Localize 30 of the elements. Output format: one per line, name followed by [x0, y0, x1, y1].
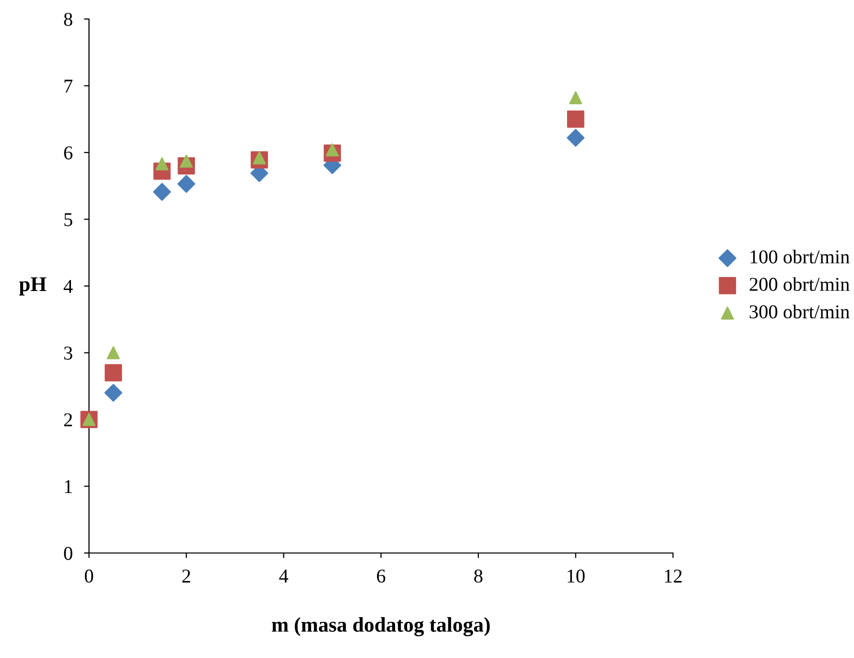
y-tick-label: 6	[64, 146, 72, 160]
point	[566, 128, 585, 147]
y-tick-label: 1	[65, 480, 72, 493]
point	[106, 346, 120, 360]
x-tick-label: 2	[182, 570, 190, 582]
point	[567, 110, 584, 128]
y-tick-label: 8	[64, 12, 72, 26]
point	[177, 174, 196, 193]
legend-label: 300 obrt/min	[750, 304, 850, 318]
legend-label: 100 obrt/min	[750, 250, 850, 264]
x-tick-label: 0	[84, 570, 94, 583]
y-tick-label: 4	[64, 280, 73, 293]
point	[569, 91, 582, 104]
point	[104, 364, 122, 382]
point	[155, 157, 169, 170]
x-axis-title: m (masa dodatog taloga)	[272, 617, 490, 636]
y-tick-label: 0	[64, 546, 72, 560]
point	[153, 182, 171, 201]
y-tick-label: 3	[64, 346, 72, 360]
x-tick-label: 12	[664, 570, 682, 582]
legend-label: 200 obrt/min	[750, 277, 850, 291]
y-axis-title: pH	[19, 277, 46, 296]
point	[104, 384, 122, 402]
x-tick-label: 10	[568, 570, 585, 583]
y-tick-label: 2	[64, 413, 72, 426]
x-tick-label: 8	[474, 570, 482, 583]
y-tick-label: 7	[64, 80, 72, 92]
y-tick-label: 5	[64, 213, 72, 226]
x-tick-label: 6	[376, 570, 386, 583]
x-tick-label: 4	[279, 570, 288, 582]
